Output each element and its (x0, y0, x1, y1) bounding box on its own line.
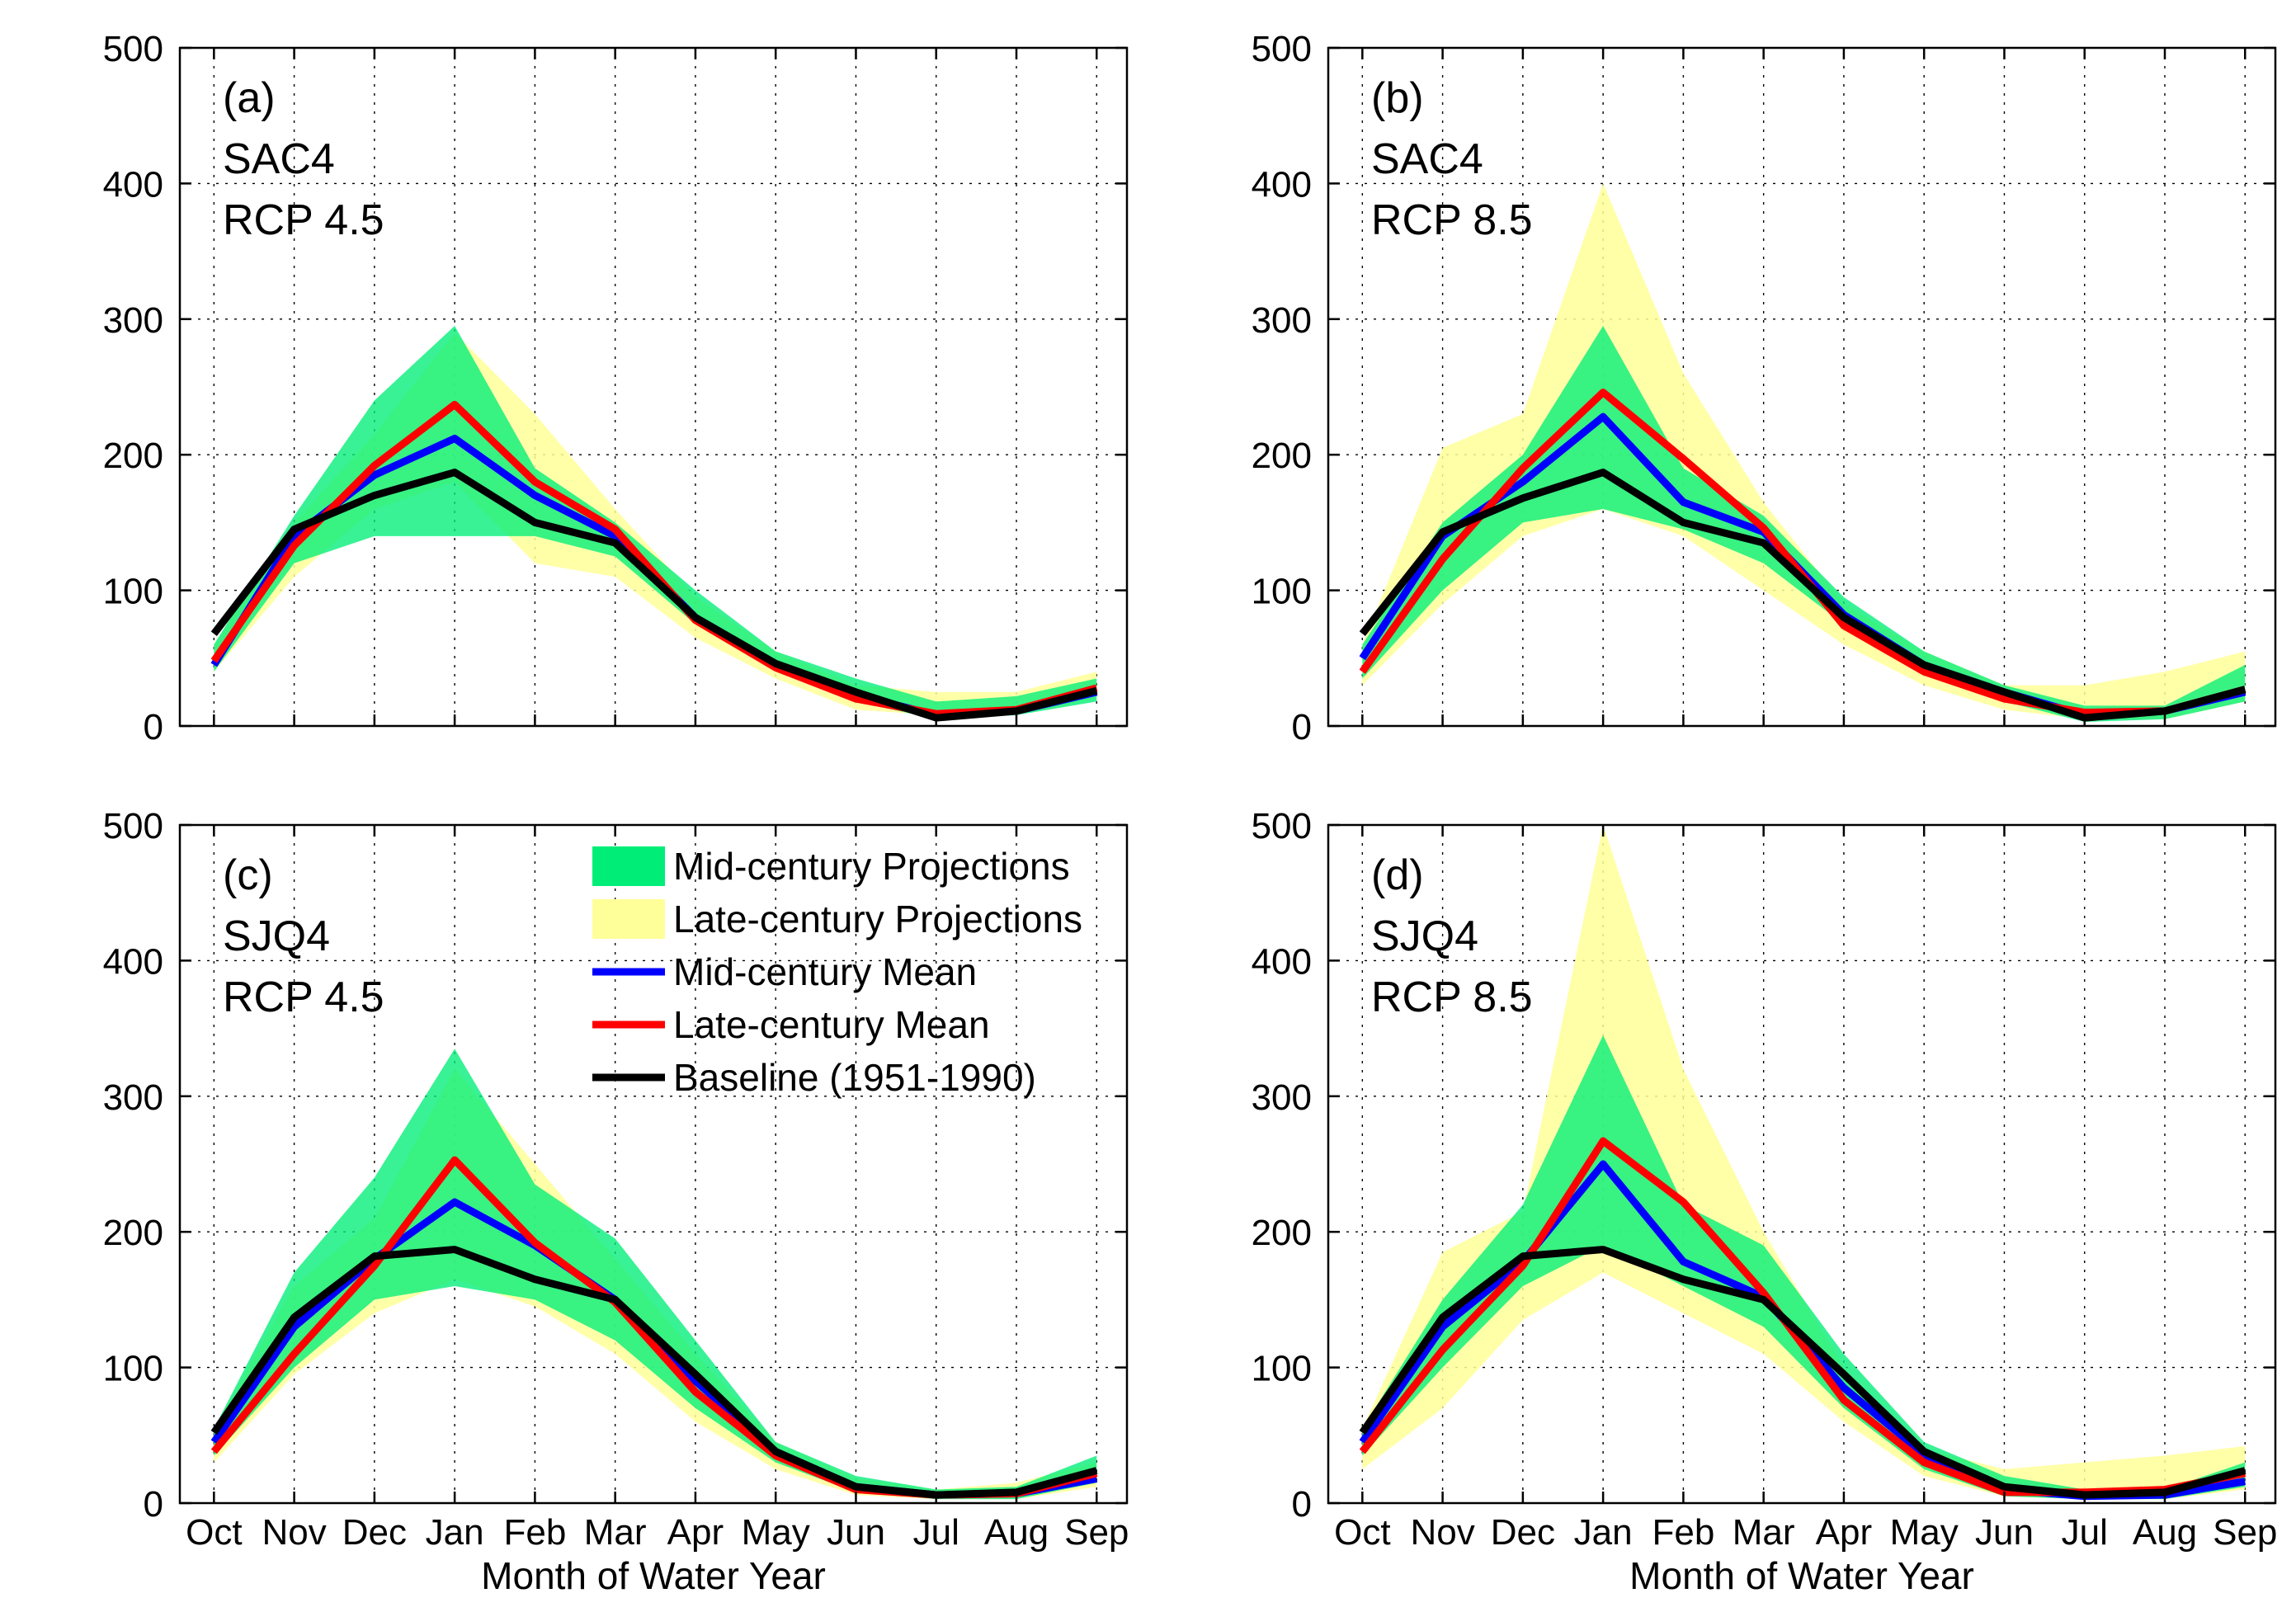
y-tick-label: 400 (1252, 941, 1312, 982)
y-tick-label: 0 (144, 1484, 163, 1525)
x-tick-label: Aug (984, 1512, 1049, 1553)
x-tick-label: Apr (667, 1512, 724, 1553)
legend-swatch (592, 846, 665, 886)
region-label: SAC4 (1371, 135, 1483, 183)
legend-item: Baseline (1951-1990) (592, 1056, 1036, 1099)
scenario-label: RCP 4.5 (223, 196, 384, 244)
band-mid-century-projections (214, 326, 1097, 719)
panel-label: (a) (223, 74, 276, 122)
y-tick-label: 500 (103, 806, 163, 846)
y-tick-label: 300 (1252, 300, 1312, 341)
x-tick-label: Mar (1733, 1512, 1795, 1553)
scenario-label: RCP 8.5 (1371, 196, 1533, 244)
y-tick-label: 100 (1252, 1349, 1312, 1389)
x-axis-label: Month of Water Year (481, 1554, 826, 1597)
legend-item: Mid-century Projections (592, 845, 1070, 888)
legend-label: Mid-century Projections (673, 845, 1070, 888)
band-mid-century-projections (1362, 1035, 2246, 1500)
grid (180, 825, 1127, 1503)
y-tick-label: 500 (1252, 29, 1312, 69)
y-tick-label: 100 (103, 1349, 163, 1389)
x-tick-label: May (742, 1512, 810, 1553)
panel-label: (c) (223, 851, 273, 899)
y-tick-label: 100 (1252, 572, 1312, 612)
legend-swatch (592, 899, 665, 939)
y-tick-label: 200 (103, 1213, 163, 1253)
y-tick-label: 200 (103, 436, 163, 476)
x-tick-label: Nov (262, 1512, 326, 1553)
legend-item: Mid-century Mean (592, 950, 977, 993)
x-tick-label: May (1890, 1512, 1959, 1553)
band-mid-century-projections (214, 1049, 1097, 1500)
x-tick-label: Oct (186, 1512, 242, 1553)
x-tick-label: Feb (503, 1512, 566, 1553)
x-tick-label: Jan (426, 1512, 484, 1553)
plot-frame (178, 823, 1129, 1505)
x-axis-label: Month of Water Year (1629, 1554, 1974, 1597)
legend-item: Late-century Projections (592, 898, 1082, 940)
line-baseline-1951-1990- (1359, 469, 2246, 722)
x-tick-label: Mar (584, 1512, 647, 1553)
y-tick-label: 0 (144, 707, 163, 747)
legend-label: Baseline (1951-1990) (673, 1056, 1036, 1099)
line-baseline-1951-1990- (210, 1246, 1098, 1499)
x-tick-label: Feb (1652, 1512, 1714, 1553)
y-tick-label: 200 (1252, 436, 1312, 476)
band-late-century-projections (1362, 825, 2246, 1500)
x-tick-label: Jun (1975, 1512, 2034, 1553)
y-tick-label: 400 (103, 164, 163, 205)
x-tick-label: Dec (1491, 1512, 1555, 1553)
chart-panel-2: 0 100 200 300 400 500 (b) SAC4 RCP 8.5 (1252, 29, 2277, 747)
scenario-label: RCP 4.5 (223, 973, 384, 1021)
y-tick-label: 500 (1252, 806, 1312, 846)
panel-label: (d) (1371, 851, 1424, 899)
y-tick-label: 0 (1292, 707, 1312, 747)
x-tick-label: Jun (827, 1512, 885, 1553)
y-tick-label: 100 (103, 572, 163, 612)
region-label: SJQ4 (1371, 912, 1478, 960)
band-late-century-projections (1362, 183, 2246, 719)
chart-panel-4: 0 100 200 300 400 500 Oct Nov Dec Jan Feb Mar Apr May… (1252, 806, 2278, 1597)
x-tick-label: Jan (1574, 1512, 1633, 1553)
x-tick-label: Oct (1334, 1512, 1390, 1553)
y-tick-label: 200 (1252, 1213, 1312, 1253)
x-tick-label: Nov (1410, 1512, 1474, 1553)
x-tick-label: Jul (2062, 1512, 2108, 1553)
x-tick-label: Apr (1816, 1512, 1872, 1553)
legend-label: Late-century Projections (673, 898, 1082, 940)
chart-panel-1: 0 100 200 300 400 500 (a) SAC4 RCP 4.5 (103, 29, 1129, 747)
line-baseline-1951-1990- (210, 469, 1098, 722)
y-tick-label: 400 (103, 941, 163, 982)
legend-label: Mid-century Mean (673, 950, 977, 993)
y-tick-label: 400 (1252, 164, 1312, 205)
legend: Mid-century Projections Late-century Proj… (592, 845, 1082, 1099)
x-tick-label: Dec (342, 1512, 407, 1553)
plot-frame (178, 46, 1129, 728)
y-tick-label: 300 (103, 1077, 163, 1118)
plot-frame (1327, 823, 2277, 1505)
y-tick-label: 300 (103, 300, 163, 341)
x-tick-label: Sep (2213, 1512, 2277, 1553)
band-mid-century-projections (1362, 326, 2246, 723)
plot-frame (1327, 46, 2277, 728)
x-tick-label: Aug (2133, 1512, 2197, 1553)
x-tick-label: Jul (913, 1512, 959, 1553)
region-label: SAC4 (223, 135, 335, 183)
y-tick-label: 500 (103, 29, 163, 69)
x-tick-label: Sep (1064, 1512, 1129, 1553)
y-tick-label: 0 (1292, 1484, 1312, 1525)
chart-panel-3: 0 100 200 300 400 500 Oct Nov Dec Jan Feb Mar Apr May… (103, 806, 1129, 1597)
scenario-label: RCP 8.5 (1371, 973, 1533, 1021)
panel-label: (b) (1371, 74, 1424, 122)
y-tick-label: 300 (1252, 1077, 1312, 1118)
legend-label: Late-century Mean (673, 1003, 990, 1046)
legend-item: Late-century Mean (592, 1003, 990, 1046)
region-label: SJQ4 (223, 912, 330, 960)
line-baseline-1951-1990- (1359, 1246, 2246, 1499)
